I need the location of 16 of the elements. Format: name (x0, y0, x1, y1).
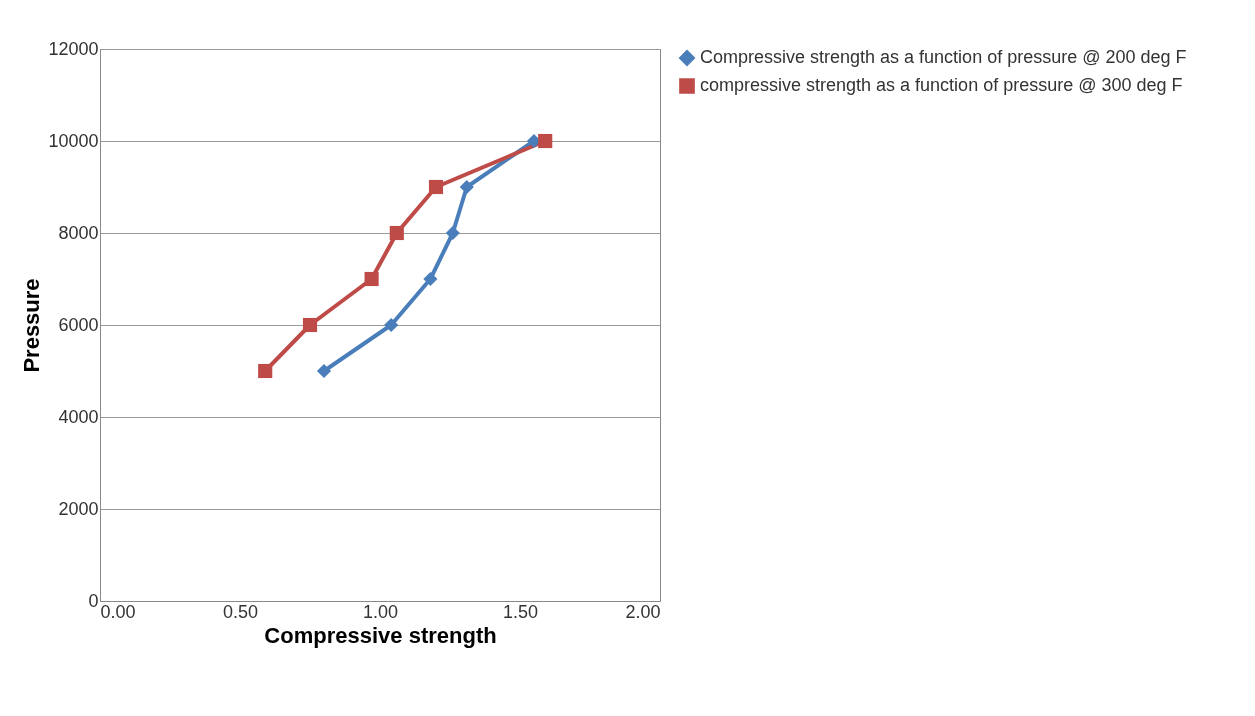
y-tick-label: 2000 (58, 498, 99, 519)
x-tick-label: 2.00 (625, 601, 661, 622)
legend-label: compressive strength as a function of pressure @ 300 deg F (700, 75, 1183, 95)
y-tick-label: 0 (88, 590, 99, 611)
y-tick-label: 4000 (58, 406, 99, 427)
y-tick-label: 12000 (48, 38, 99, 59)
x-axis-title: Compressive strength (264, 622, 497, 648)
legend-label: Compressive strength as a function of pressure @ 200 deg F (700, 47, 1187, 67)
y-tick-label: 6000 (58, 314, 99, 335)
x-tick-label: 0.00 (100, 601, 136, 622)
y-tick-label: 8000 (58, 222, 99, 243)
x-tick-label: 0.50 (222, 601, 259, 622)
x-tick-label: 1.50 (502, 601, 539, 622)
y-axis-title: Pressure (19, 278, 45, 373)
y-tick-label: 10000 (48, 130, 99, 151)
x-tick-label: 1.00 (362, 601, 399, 622)
